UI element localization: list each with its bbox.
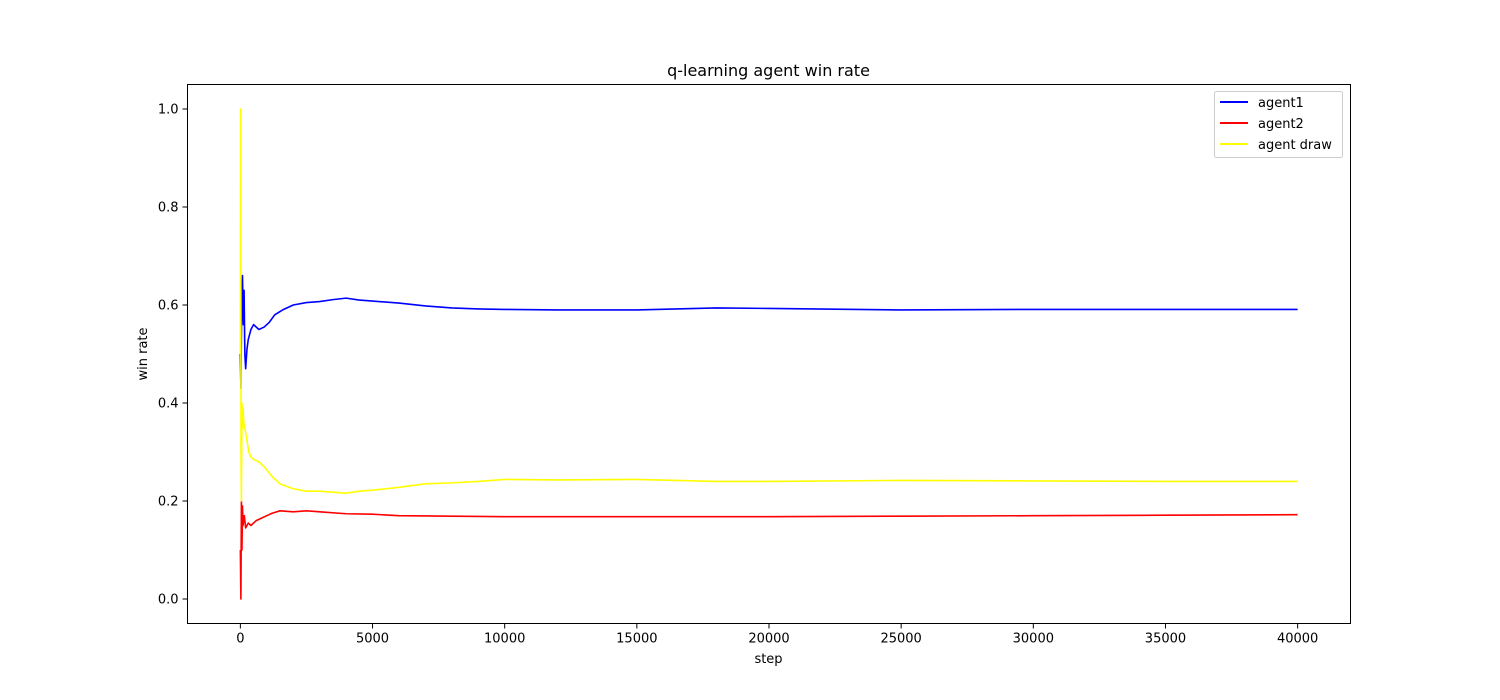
x-tick-label: 10000	[484, 632, 525, 647]
y-axis-label: win rate	[136, 327, 151, 380]
x-tick-label: 30000	[1013, 632, 1054, 647]
y-tick-label: 0.0	[158, 593, 179, 608]
y-tick-label: 0.2	[158, 495, 179, 510]
series-line-agent2	[239, 500, 1298, 600]
legend-label-agent-draw: agent draw	[1258, 138, 1332, 153]
y-tick-label: 0.8	[158, 201, 179, 216]
x-tick-label: 0	[236, 632, 244, 647]
x-tick-label: 20000	[748, 632, 789, 647]
series-line-agent1	[239, 274, 1298, 390]
axes-frame	[187, 84, 1351, 624]
x-tick-label: 15000	[616, 632, 657, 647]
y-tick-label: 0.6	[158, 299, 179, 314]
x-tick-label: 35000	[1145, 632, 1186, 647]
legend-box	[1214, 91, 1343, 158]
x-axis: 0 5000 10000 15000 20000 25000 30000 35000 40000	[236, 623, 1318, 647]
legend-label-agent2: agent2	[1258, 117, 1304, 132]
plot-area	[187, 84, 1351, 624]
x-tick-label: 5000	[356, 632, 389, 647]
series-line-agent-draw	[239, 108, 1298, 502]
y-tick-label: 0.4	[158, 397, 179, 412]
series-layer	[239, 108, 1298, 600]
x-axis-label: step	[754, 652, 782, 667]
x-tick-label: 25000	[880, 632, 921, 647]
legend: agent1 agent2 agent draw	[1214, 91, 1343, 158]
y-tick-label: 1.0	[158, 103, 179, 118]
chart-title: q-learning agent win rate	[667, 61, 870, 80]
legend-label-agent1: agent1	[1258, 96, 1304, 111]
y-axis: 0.0 0.2 0.4 0.6 0.8 1.0	[158, 103, 188, 608]
x-tick-label: 40000	[1277, 632, 1318, 647]
